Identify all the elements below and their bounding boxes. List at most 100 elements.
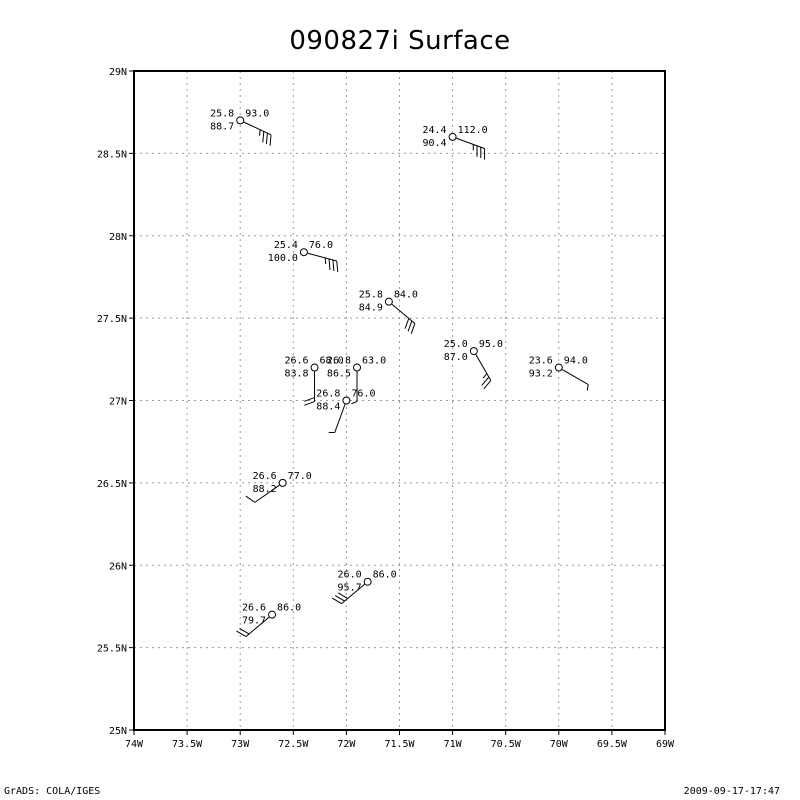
station-temp: 26.6 (284, 356, 308, 367)
station: 25.8 84.9 84.0 (359, 290, 418, 334)
station-circle (343, 397, 350, 404)
station-circle (449, 133, 456, 140)
station-circle (555, 364, 562, 371)
wind-barb-shaft (456, 138, 484, 148)
station-temp: 25.4 (274, 240, 298, 251)
wind-barb-shaft (562, 370, 588, 385)
station-circle (269, 611, 276, 618)
wind-barb-half-feather (325, 258, 326, 264)
wind-barb-shaft (308, 253, 337, 261)
station-rh: 86.5 (327, 369, 351, 380)
station-circle (354, 364, 361, 371)
tick-label-lon: 72.5W (278, 739, 309, 750)
gridlines (134, 71, 665, 730)
wind-barb-feather (304, 402, 314, 406)
tick-label-lon: 69.5W (597, 739, 628, 750)
station-rh: 88.7 (210, 121, 234, 132)
station-rh: 83.8 (284, 369, 308, 380)
station-temp: 23.6 (529, 356, 553, 367)
wind-barb-feather (329, 259, 330, 270)
station-dir: 86.0 (277, 603, 301, 614)
station: 25.0 87.0 95.0 (444, 339, 503, 389)
wind-barb-shaft (476, 355, 491, 381)
station-dir: 86.0 (373, 570, 397, 581)
station-circle (364, 578, 371, 585)
tick-label-lat: 29N (109, 67, 127, 78)
tick-label-lon: 73.5W (172, 739, 203, 750)
tick-label-lat: 27N (109, 397, 127, 408)
station: 25.4 100.0 76.0 (268, 240, 338, 272)
station: 24.4 90.4 112.0 (423, 125, 488, 160)
station-rh: 88.2 (253, 484, 277, 495)
tick-label-lat: 25.5N (97, 644, 127, 655)
station-temp: 26.0 (338, 570, 362, 581)
tick-label-lat: 28N (109, 232, 127, 243)
station-dir: 77.0 (288, 471, 312, 482)
tick-label-lon: 74W (125, 739, 144, 750)
wind-barb-shaft (244, 122, 271, 135)
tick-label-lat: 28.5N (97, 149, 127, 160)
station-temp: 24.4 (423, 125, 447, 136)
wind-barb-feather (408, 321, 412, 331)
tick-label-lon: 71W (444, 739, 463, 750)
wind-barb-half-feather (260, 130, 261, 136)
wind-barb-feather (270, 135, 271, 146)
station-dir: 76.0 (309, 240, 333, 251)
tick-label-lon: 69W (656, 739, 675, 750)
station-temp: 26.6 (242, 603, 266, 614)
station-circle (470, 348, 477, 355)
wind-barb-shaft (392, 304, 415, 323)
station-rh: 90.4 (423, 138, 447, 149)
station-dir: 94.0 (564, 356, 588, 367)
station-rh: 79.7 (242, 616, 266, 627)
tick-label-lat: 26.5N (97, 479, 127, 490)
station-circle (279, 479, 286, 486)
tick-label-lon: 73W (231, 739, 250, 750)
tick-label-lon: 72W (337, 739, 356, 750)
tick-label-lat: 27.5N (97, 314, 127, 325)
station-rh: 84.9 (359, 303, 383, 314)
tick-label-lat: 26N (109, 561, 127, 572)
tick-label-lon: 70.5W (491, 739, 522, 750)
wind-barb-feather (333, 260, 334, 271)
station: 26.0 95.7 86.0 (332, 570, 397, 604)
station-dir: 93.0 (245, 108, 269, 119)
tick-label-lon: 71.5W (384, 739, 415, 750)
wind-barb-feather (411, 324, 415, 334)
wind-barb-half-feather (351, 402, 357, 404)
station-rh: 88.4 (316, 402, 340, 413)
tick-label-lon: 70W (550, 739, 569, 750)
station-temp: 26.6 (253, 471, 277, 482)
station-circle (300, 249, 307, 256)
wind-barb-half-feather (483, 374, 487, 379)
station-dir: 84.0 (394, 290, 418, 301)
station-circle (237, 117, 244, 124)
wind-barb-feather (246, 496, 255, 502)
station-rh: 100.0 (268, 253, 298, 264)
station: 26.6 88.2 77.0 (246, 471, 312, 503)
wind-barb-feather (263, 131, 264, 142)
station: 26.6 79.7 86.0 (236, 603, 301, 637)
timestamp: 2009-09-17-17:47 (684, 786, 780, 797)
wind-barb-feather (405, 318, 409, 328)
wind-barb-feather (337, 261, 338, 272)
station-rh: 87.0 (444, 352, 468, 363)
station-temp: 25.8 (210, 108, 234, 119)
station-circle (311, 364, 318, 371)
station-dir: 112.0 (458, 125, 488, 136)
station-circle (385, 298, 392, 305)
station-rh: 95.7 (338, 583, 362, 594)
wind-barb-half-feather (587, 385, 588, 391)
station-temp: 25.8 (359, 290, 383, 301)
grads-credit: GrADS: COLA/IGES (4, 786, 100, 797)
station-temp: 26.8 (316, 389, 340, 400)
station-dir: 95.0 (479, 339, 503, 350)
tick-label-lat: 25N (109, 726, 127, 737)
station-rh: 93.2 (529, 369, 553, 380)
wind-barb-feather (266, 133, 267, 144)
station-dir: 76.0 (351, 389, 375, 400)
station-temp: 26.8 (327, 356, 351, 367)
station-dir: 63.0 (362, 356, 386, 367)
station-temp: 25.0 (444, 339, 468, 350)
